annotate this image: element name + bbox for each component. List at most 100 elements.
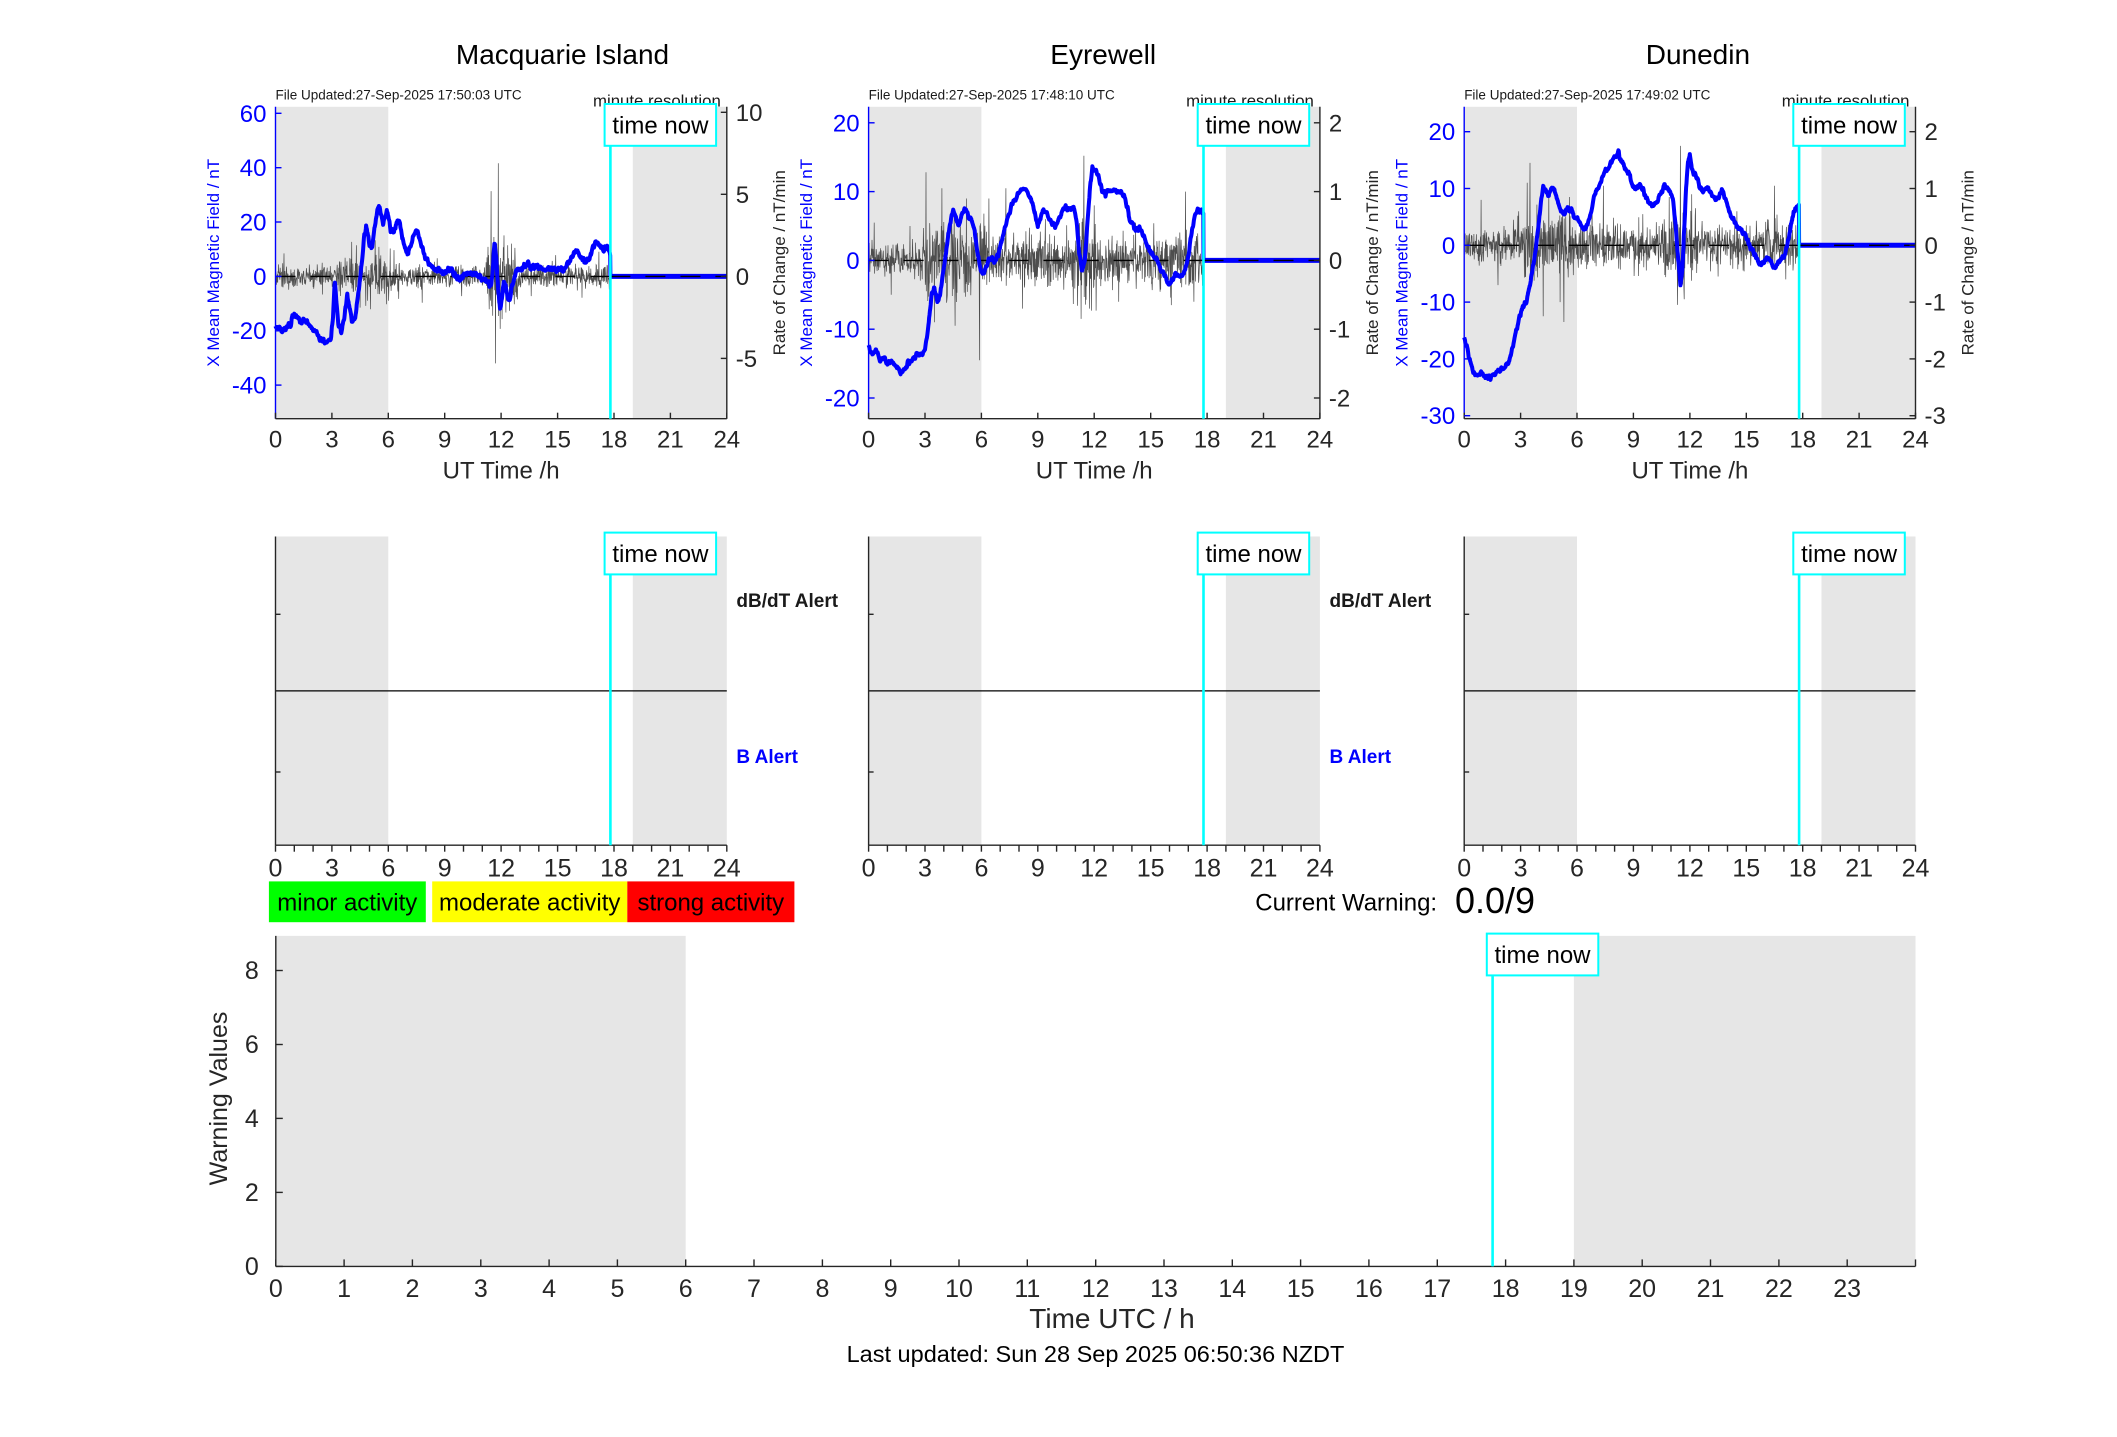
svg-text:8: 8 xyxy=(245,957,259,985)
svg-text:6: 6 xyxy=(974,855,988,883)
svg-text:11: 11 xyxy=(1014,1275,1040,1303)
svg-text:File Updated:27-Sep-2025 17:49: File Updated:27-Sep-2025 17:49:02 UTC xyxy=(1464,88,1710,103)
svg-text:9: 9 xyxy=(438,855,452,883)
svg-text:6: 6 xyxy=(1570,855,1584,883)
svg-text:B Alert: B Alert xyxy=(736,747,798,768)
svg-text:6: 6 xyxy=(245,1031,259,1059)
svg-text:40: 40 xyxy=(240,155,267,182)
svg-text:21: 21 xyxy=(1845,855,1873,883)
svg-text:10: 10 xyxy=(1428,176,1455,203)
svg-text:9: 9 xyxy=(884,1275,898,1303)
svg-text:20: 20 xyxy=(833,110,860,137)
svg-text:moderate activity: moderate activity xyxy=(439,889,620,916)
svg-text:2: 2 xyxy=(1329,110,1342,137)
svg-text:File Updated:27-Sep-2025 17:50: File Updated:27-Sep-2025 17:50:03 UTC xyxy=(276,88,522,103)
svg-text:18: 18 xyxy=(600,855,628,883)
svg-text:strong activity: strong activity xyxy=(637,889,784,916)
svg-text:dB/dT Alert: dB/dT Alert xyxy=(736,591,838,612)
svg-text:4: 4 xyxy=(245,1105,259,1133)
svg-text:18: 18 xyxy=(601,427,628,454)
svg-text:12: 12 xyxy=(487,855,515,883)
svg-text:3: 3 xyxy=(474,1275,488,1303)
svg-text:0: 0 xyxy=(253,264,266,291)
svg-text:-10: -10 xyxy=(825,317,860,344)
svg-text:16: 16 xyxy=(1355,1275,1383,1303)
svg-text:24: 24 xyxy=(713,855,741,883)
svg-text:0: 0 xyxy=(1329,248,1342,275)
svg-text:time now: time now xyxy=(612,113,709,140)
svg-text:60: 60 xyxy=(240,101,267,128)
svg-text:Rate of Change / nT/min: Rate of Change / nT/min xyxy=(1959,170,1978,355)
svg-text:12: 12 xyxy=(1677,427,1704,454)
svg-text:18: 18 xyxy=(1789,427,1816,454)
svg-text:-2: -2 xyxy=(1925,346,1946,373)
svg-text:23: 23 xyxy=(1833,1275,1861,1303)
svg-text:0: 0 xyxy=(862,427,875,454)
svg-text:-40: -40 xyxy=(232,373,267,400)
svg-text:5: 5 xyxy=(610,1275,624,1303)
svg-text:9: 9 xyxy=(1031,427,1044,454)
svg-text:20: 20 xyxy=(1628,1275,1656,1303)
svg-text:15: 15 xyxy=(1287,1275,1315,1303)
svg-text:0: 0 xyxy=(269,427,282,454)
svg-text:3: 3 xyxy=(325,855,339,883)
svg-text:15: 15 xyxy=(1733,427,1760,454)
svg-text:X Mean Magnetic Field / nT: X Mean Magnetic Field / nT xyxy=(1393,159,1412,367)
svg-text:0: 0 xyxy=(736,264,749,291)
svg-text:7: 7 xyxy=(747,1275,761,1303)
svg-text:5: 5 xyxy=(736,182,749,209)
svg-text:-2: -2 xyxy=(1329,386,1350,413)
svg-text:UT Time /h: UT Time /h xyxy=(1631,458,1748,485)
svg-text:0.0/9: 0.0/9 xyxy=(1455,880,1535,921)
svg-text:-5: -5 xyxy=(736,346,757,373)
svg-text:1: 1 xyxy=(337,1275,351,1303)
svg-text:0: 0 xyxy=(269,1275,283,1303)
svg-text:UT Time /h: UT Time /h xyxy=(443,458,560,485)
svg-text:0: 0 xyxy=(862,855,876,883)
svg-text:12: 12 xyxy=(1082,1275,1110,1303)
svg-text:13: 13 xyxy=(1150,1275,1178,1303)
svg-text:24: 24 xyxy=(1902,427,1929,454)
svg-text:1: 1 xyxy=(1925,176,1938,203)
svg-text:9: 9 xyxy=(1031,855,1045,883)
svg-text:15: 15 xyxy=(1732,855,1760,883)
svg-text:Last updated: Sun 28 Sep 2025: Last updated: Sun 28 Sep 2025 06:50:36 N… xyxy=(847,1341,1345,1367)
svg-text:Rate of Change / nT/min: Rate of Change / nT/min xyxy=(770,170,789,355)
svg-text:time now: time now xyxy=(1205,541,1302,568)
svg-text:24: 24 xyxy=(1307,427,1334,454)
svg-text:15: 15 xyxy=(1137,427,1164,454)
svg-text:Time UTC / h: Time UTC / h xyxy=(1029,1303,1194,1334)
svg-text:12: 12 xyxy=(1676,855,1704,883)
svg-text:time now: time now xyxy=(612,541,709,568)
svg-text:UT Time /h: UT Time /h xyxy=(1036,458,1153,485)
svg-text:10: 10 xyxy=(736,100,763,127)
svg-text:time now: time now xyxy=(1494,942,1591,969)
svg-text:3: 3 xyxy=(1514,427,1527,454)
svg-text:-3: -3 xyxy=(1925,403,1946,430)
svg-text:dB/dT Alert: dB/dT Alert xyxy=(1330,591,1432,612)
svg-text:Dunedin: Dunedin xyxy=(1646,39,1750,70)
svg-text:9: 9 xyxy=(438,427,451,454)
svg-text:time now: time now xyxy=(1205,113,1302,140)
svg-text:9: 9 xyxy=(1626,855,1640,883)
svg-text:time now: time now xyxy=(1801,113,1898,140)
svg-text:0: 0 xyxy=(1442,233,1455,260)
svg-text:24: 24 xyxy=(713,427,740,454)
svg-text:2: 2 xyxy=(1925,119,1938,146)
svg-text:Rate of Change / nT/min: Rate of Change / nT/min xyxy=(1363,170,1382,355)
svg-text:2: 2 xyxy=(405,1275,419,1303)
svg-text:B Alert: B Alert xyxy=(1330,747,1392,768)
svg-text:15: 15 xyxy=(544,427,571,454)
svg-text:2: 2 xyxy=(245,1179,259,1207)
svg-text:0: 0 xyxy=(1458,427,1471,454)
svg-text:Current Warning:: Current Warning: xyxy=(1255,890,1437,917)
svg-text:-20: -20 xyxy=(825,386,860,413)
svg-text:0: 0 xyxy=(1457,855,1471,883)
svg-text:X Mean Magnetic Field / nT: X Mean Magnetic Field / nT xyxy=(797,159,816,367)
svg-text:0: 0 xyxy=(269,855,283,883)
svg-text:22: 22 xyxy=(1765,1275,1793,1303)
svg-text:15: 15 xyxy=(544,855,572,883)
svg-text:0: 0 xyxy=(846,248,859,275)
svg-text:15: 15 xyxy=(1137,855,1165,883)
svg-text:-1: -1 xyxy=(1329,317,1350,344)
